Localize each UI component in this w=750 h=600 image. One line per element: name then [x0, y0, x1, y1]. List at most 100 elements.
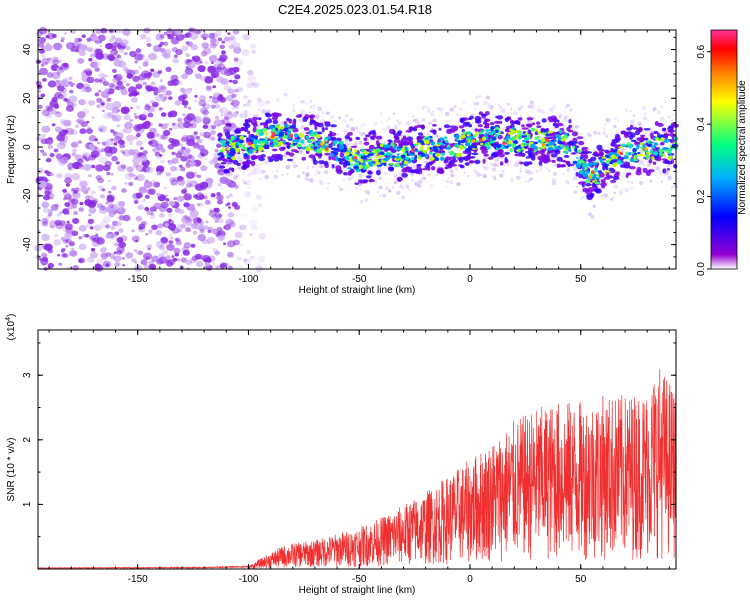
noise-blob — [46, 42, 50, 46]
noise-blob — [207, 241, 211, 245]
ridge-core — [418, 149, 424, 152]
ridge-halo — [660, 180, 664, 183]
noise-blob — [107, 179, 111, 182]
ridge-halo — [276, 98, 280, 102]
ridge-halo — [283, 154, 287, 158]
ridge-band — [509, 119, 514, 125]
ridge-halo — [558, 115, 563, 120]
ridge-band — [448, 160, 455, 165]
noise-blob — [176, 80, 183, 86]
noise-blob — [160, 123, 168, 130]
noise-blob — [72, 218, 76, 222]
snr-series-line — [37, 369, 677, 570]
ridge-halo — [602, 131, 606, 135]
ridge-core — [301, 146, 307, 150]
ridge-halo — [622, 141, 626, 144]
noise-blob — [216, 63, 226, 71]
noise-blob — [125, 33, 130, 37]
ridge-core — [510, 143, 517, 148]
noise-blob — [214, 212, 222, 219]
ridge-band — [346, 132, 353, 136]
ridge-band — [309, 121, 313, 126]
ridge-halo — [319, 164, 324, 169]
noise-blob — [85, 86, 92, 93]
ridge-halo — [393, 125, 399, 130]
ridge-band — [481, 149, 488, 155]
noise-blob — [228, 44, 235, 50]
noise-blob — [97, 125, 107, 133]
ridge-halo — [355, 186, 358, 190]
noise-blob — [106, 171, 111, 176]
ridge-halo — [463, 167, 466, 170]
noise-blob — [57, 142, 66, 150]
ridge-band — [617, 144, 622, 147]
noise-blob — [175, 237, 181, 243]
ridge-halo — [401, 195, 406, 200]
noise-blob — [108, 37, 115, 43]
noise-blob — [45, 35, 50, 39]
ridge-halo — [498, 105, 503, 110]
ridge-halo — [243, 110, 248, 115]
noise-blob — [175, 166, 181, 172]
ridge-band — [271, 148, 278, 152]
ridge-band — [464, 162, 470, 166]
snr-frame — [37, 329, 677, 570]
ridge-core — [507, 141, 512, 145]
noise-blob — [203, 103, 211, 110]
noise-blob — [135, 239, 139, 243]
ridge-core — [381, 162, 384, 165]
noise-blob — [180, 155, 188, 162]
ridge-peak — [324, 147, 329, 151]
ridge-core — [662, 146, 668, 151]
ridge-core — [367, 161, 374, 166]
noise-blob — [143, 264, 149, 269]
noise-blob — [41, 58, 50, 65]
noise-blob — [183, 193, 192, 201]
ridge-band — [243, 126, 249, 133]
noise-blob — [160, 86, 165, 90]
ridge-band — [556, 122, 564, 127]
noise-blob — [144, 206, 150, 212]
ridge-core — [347, 161, 351, 166]
noise-blob — [173, 54, 178, 58]
ridge-halo — [565, 119, 570, 124]
ridge-band — [654, 121, 660, 126]
ridge-core — [324, 137, 329, 141]
noise-blob — [160, 238, 169, 245]
noise-blob — [166, 28, 173, 34]
ridge-halo — [430, 184, 434, 188]
noise-blob — [41, 125, 51, 133]
ridge-band — [563, 154, 570, 158]
ridge-band — [224, 131, 231, 137]
ridge-halo — [426, 133, 429, 136]
ridge-halo — [376, 191, 379, 193]
noise-blob — [185, 171, 195, 179]
noise-blob — [52, 33, 57, 38]
ridge-band — [474, 159, 481, 165]
noise-blob — [159, 134, 166, 140]
ridge-band — [478, 111, 483, 115]
ridge-core — [264, 136, 269, 140]
ridge-core — [295, 140, 300, 143]
colorbar-gradient — [710, 29, 738, 270]
noise-blob — [241, 49, 250, 57]
ridge-core — [532, 141, 539, 145]
ridge-halo — [447, 177, 450, 180]
spectrogram-x-ticks: -150 -100 -50 0 50 — [48, 30, 670, 285]
ridge-halo — [385, 185, 390, 190]
ridge-halo — [345, 123, 350, 129]
ridge-halo — [489, 162, 493, 166]
ridge-band — [220, 154, 225, 159]
ridge-band — [308, 114, 316, 119]
ridge-halo — [221, 187, 224, 190]
noise-blob — [104, 88, 110, 93]
noise-blob — [110, 225, 116, 230]
noise-blob — [152, 101, 159, 108]
ridge-halo — [494, 177, 497, 180]
ridge-halo — [637, 121, 642, 126]
ridge-halo — [622, 172, 626, 175]
ridge-band — [444, 166, 449, 170]
noise-blob — [250, 255, 255, 260]
noise-blob — [47, 144, 53, 149]
noise-blob — [220, 57, 226, 63]
